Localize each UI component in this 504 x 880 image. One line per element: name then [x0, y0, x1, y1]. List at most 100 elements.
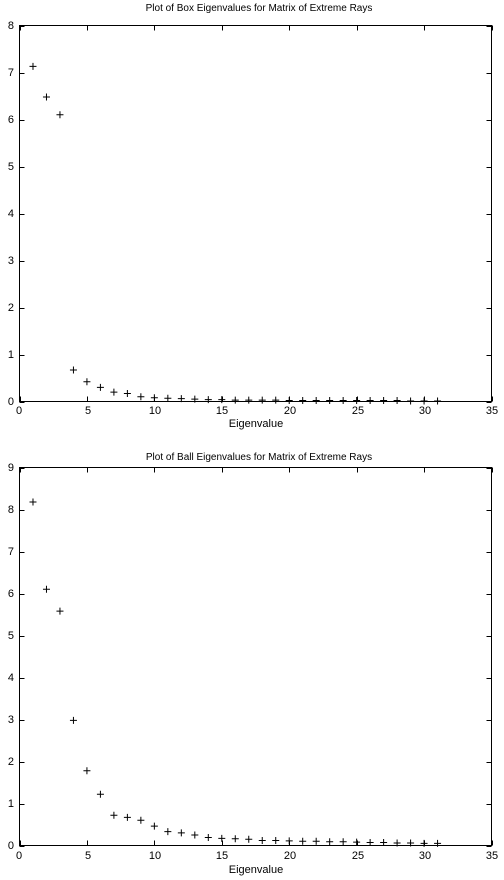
- data-point-plus-marker: [29, 62, 37, 70]
- y-tick-label: 5: [8, 630, 14, 642]
- data-point-plus-marker: [123, 813, 131, 821]
- y-tick-label: 1: [8, 349, 14, 361]
- data-point-plus-marker: [434, 397, 442, 405]
- data-point-plus-marker: [407, 839, 415, 847]
- data-point-plus-marker: [83, 378, 91, 386]
- data-point-plus-marker: [69, 366, 77, 374]
- data-point-plus-marker: [272, 836, 280, 844]
- x-tick-label: 35: [486, 850, 498, 862]
- y-tick-label: 7: [8, 67, 14, 79]
- data-point-plus-marker: [150, 822, 158, 830]
- data-point-plus-marker: [96, 383, 104, 391]
- data-point-plus-marker: [56, 111, 64, 119]
- data-point-plus-marker: [339, 838, 347, 846]
- data-point-plus-marker: [191, 395, 199, 403]
- chart-title: Plot of Box Eigenvalues for Matrix of Ex…: [146, 3, 373, 14]
- data-point-plus-marker: [272, 396, 280, 404]
- data-point-plus-marker: [177, 829, 185, 837]
- data-point-plus-marker: [326, 397, 334, 405]
- data-point-plus-marker: [380, 839, 388, 847]
- y-tick-label: 2: [8, 302, 14, 314]
- data-point-plus-marker: [285, 397, 293, 405]
- x-axis-label: Eigenvalue: [229, 418, 283, 430]
- data-point-plus-marker: [42, 585, 50, 593]
- y-tick-label: 1: [8, 798, 14, 810]
- y-tick-label: 9: [8, 462, 14, 474]
- data-points: [29, 498, 442, 847]
- data-point-plus-marker: [312, 397, 320, 405]
- axis-ticks: [19, 25, 493, 403]
- data-point-plus-marker: [164, 394, 172, 402]
- data-point-plus-marker: [299, 837, 307, 845]
- y-tick-label: 8: [8, 20, 14, 32]
- ball-eigenvalue-chart: Plot of Ball Eigenvalues for Matrix of E…: [8, 452, 498, 876]
- x-tick-label: 0: [16, 405, 22, 417]
- x-tick-label: 25: [352, 405, 364, 417]
- data-point-plus-marker: [204, 834, 212, 842]
- data-point-plus-marker: [177, 395, 185, 403]
- data-point-plus-marker: [299, 397, 307, 405]
- plot-frame: [19, 25, 492, 402]
- x-tick-label: 5: [85, 405, 91, 417]
- data-point-plus-marker: [231, 396, 239, 404]
- data-point-plus-marker: [353, 397, 361, 405]
- data-point-plus-marker: [69, 716, 77, 724]
- data-point-plus-marker: [137, 816, 145, 824]
- data-point-plus-marker: [83, 767, 91, 775]
- y-tick-label: 4: [8, 672, 14, 684]
- data-point-plus-marker: [204, 396, 212, 404]
- y-tick-label: 2: [8, 756, 14, 768]
- x-tick-labels: 0 5 10 15 20 25 30 35: [16, 405, 498, 417]
- x-tick-label: 15: [216, 405, 228, 417]
- data-point-plus-marker: [258, 836, 266, 844]
- data-point-plus-marker: [312, 837, 320, 845]
- data-point-plus-marker: [96, 790, 104, 798]
- data-point-plus-marker: [110, 388, 118, 396]
- x-tick-label: 25: [352, 850, 364, 862]
- data-point-plus-marker: [366, 839, 374, 847]
- data-point-plus-marker: [326, 838, 334, 846]
- data-point-plus-marker: [407, 397, 415, 405]
- data-point-plus-marker: [56, 607, 64, 615]
- x-tick-label: 20: [284, 405, 296, 417]
- data-point-plus-marker: [380, 397, 388, 405]
- data-point-plus-marker: [393, 839, 401, 847]
- data-point-plus-marker: [393, 397, 401, 405]
- data-point-plus-marker: [164, 828, 172, 836]
- data-point-plus-marker: [245, 396, 253, 404]
- y-tick-label: 0: [8, 840, 14, 852]
- y-tick-labels: 0 1 2 3 4 5 6 7 8 9: [8, 462, 14, 852]
- data-point-plus-marker: [339, 397, 347, 405]
- x-tick-label: 0: [16, 850, 22, 862]
- x-tick-label: 15: [216, 850, 228, 862]
- x-tick-label: 10: [149, 850, 161, 862]
- x-tick-label: 10: [149, 405, 161, 417]
- data-point-plus-marker: [150, 394, 158, 402]
- y-tick-label: 5: [8, 161, 14, 173]
- y-tick-label: 4: [8, 208, 14, 220]
- x-tick-label: 30: [419, 405, 431, 417]
- x-tick-label: 35: [486, 405, 498, 417]
- y-tick-label: 8: [8, 504, 14, 516]
- data-point-plus-marker: [191, 831, 199, 839]
- y-tick-label: 3: [8, 255, 14, 267]
- data-point-plus-marker: [42, 93, 50, 101]
- data-point-plus-marker: [258, 396, 266, 404]
- data-point-plus-marker: [218, 396, 226, 404]
- data-point-plus-marker: [137, 393, 145, 401]
- y-tick-label: 7: [8, 546, 14, 558]
- x-tick-label: 5: [85, 850, 91, 862]
- data-point-plus-marker: [285, 837, 293, 845]
- data-point-plus-marker: [245, 835, 253, 843]
- y-tick-label: 0: [8, 396, 14, 408]
- box-eigenvalue-chart: Plot of Box Eigenvalues for Matrix of Ex…: [8, 3, 498, 430]
- x-tick-label: 30: [419, 850, 431, 862]
- chart-title: Plot of Ball Eigenvalues for Matrix of E…: [146, 452, 372, 463]
- y-tick-label: 6: [8, 588, 14, 600]
- data-point-plus-marker: [353, 838, 361, 846]
- x-axis-label: Eigenvalue: [229, 864, 283, 876]
- y-tick-label: 6: [8, 114, 14, 126]
- data-point-plus-marker: [110, 811, 118, 819]
- data-point-plus-marker: [218, 834, 226, 842]
